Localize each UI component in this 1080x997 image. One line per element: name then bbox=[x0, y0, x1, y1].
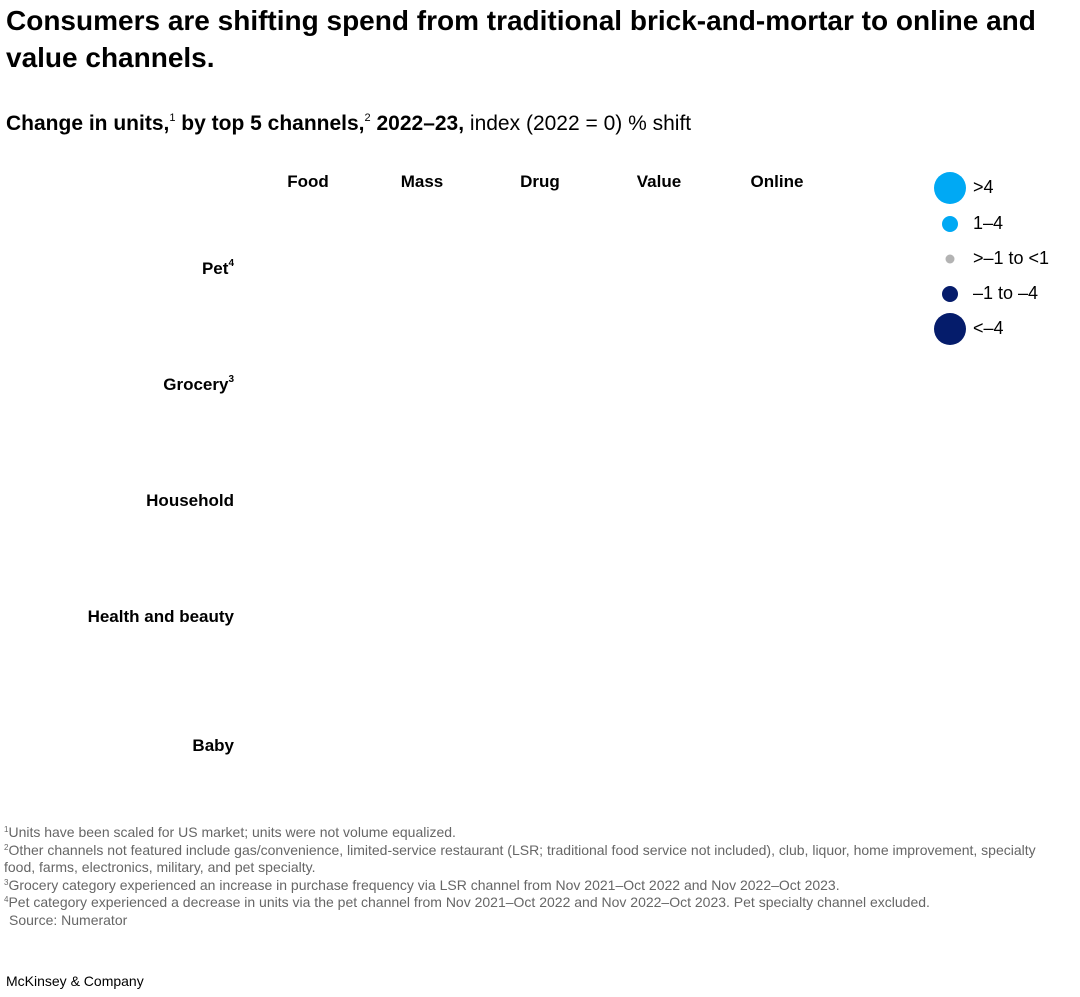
subtitle-part: 2022–23, bbox=[370, 112, 465, 135]
superscript: 2 bbox=[364, 112, 371, 124]
row-label: Household bbox=[146, 491, 234, 511]
subtitle-part: index (2022 = 0) % shift bbox=[464, 112, 692, 135]
footnotes: 1Units have been scaled for US market; u… bbox=[4, 824, 1044, 929]
footnote: 3Grocery category experienced an increas… bbox=[4, 877, 1044, 895]
row-label-text: Grocery bbox=[163, 375, 229, 394]
footnote-number: 2 bbox=[4, 842, 9, 852]
footnote-number: 3 bbox=[4, 877, 9, 887]
row-label-text: Baby bbox=[192, 736, 234, 755]
legend-label: >4 bbox=[973, 177, 994, 197]
superscript: 4 bbox=[228, 258, 234, 269]
row-label: Health and beauty bbox=[88, 607, 234, 627]
column-label: Mass bbox=[400, 172, 444, 191]
legend-label: 1–4 bbox=[973, 213, 1004, 233]
legend-symbol bbox=[942, 286, 958, 302]
column-label: Drug bbox=[520, 172, 560, 191]
row-label: Baby bbox=[192, 736, 234, 756]
footnote-number: 4 bbox=[4, 895, 9, 904]
column-label: Value bbox=[636, 172, 682, 191]
subtitle: Change in units,1 by top 5 channels,2 20… bbox=[6, 112, 691, 136]
row-label: Pet4 bbox=[202, 259, 234, 279]
footnote: 4Pet category experienced a decrease in … bbox=[4, 894, 1044, 912]
subtitle-part: by top 5 channels, bbox=[175, 112, 365, 135]
column-label: Online bbox=[750, 172, 804, 191]
legend-symbol bbox=[945, 254, 955, 264]
legend-label: –1 to –4 bbox=[973, 283, 1039, 303]
superscript: 3 bbox=[228, 374, 234, 385]
row-label: Grocery3 bbox=[163, 375, 234, 395]
footnote-number: 1 bbox=[4, 825, 9, 834]
legend-label: <–4 bbox=[973, 318, 1004, 338]
legend-symbol bbox=[934, 172, 966, 204]
footnote: 1Units have been scaled for US market; u… bbox=[4, 824, 1044, 842]
footnote-text: Other channels not featured include gas/… bbox=[4, 841, 1036, 876]
row-label-text: Health and beauty bbox=[87, 607, 234, 626]
column-label: Food bbox=[287, 172, 329, 191]
title: Consumers are shifting spend from tradit… bbox=[6, 5, 1036, 73]
legend-symbol bbox=[934, 313, 966, 345]
footnote-text: Grocery category experienced an increase… bbox=[8, 876, 840, 893]
footnote-text: Units have been scaled for US market; un… bbox=[8, 824, 456, 840]
row-label-text: Pet bbox=[201, 259, 229, 278]
legend-symbols bbox=[934, 172, 966, 345]
source: Source: Numerator bbox=[9, 911, 128, 928]
subtitle-part: Change in units, bbox=[6, 112, 170, 135]
superscript: 1 bbox=[169, 112, 176, 124]
legend-label: >–1 to <1 bbox=[973, 248, 1050, 268]
footer: McKinsey & Company bbox=[6, 973, 144, 989]
footnote: 2Other channels not featured include gas… bbox=[4, 842, 1044, 877]
legend-symbol bbox=[942, 216, 958, 232]
row-label-text: Household bbox=[146, 491, 234, 510]
footnote-text: Pet category experienced a decrease in u… bbox=[8, 894, 930, 910]
